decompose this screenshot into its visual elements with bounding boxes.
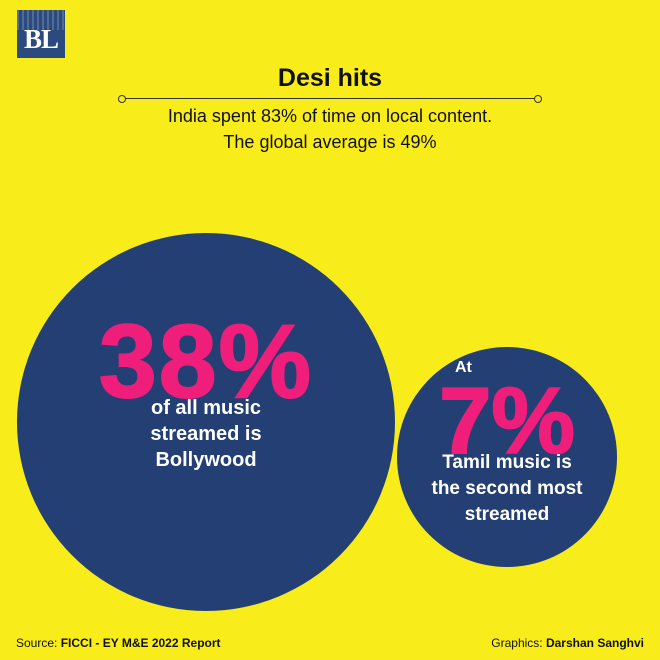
graphics-label: Graphics:: [491, 636, 543, 650]
bollywood-desc-line: of all music: [150, 397, 262, 419]
bollywood-percentage: 38%: [98, 303, 314, 421]
tamil-desc-line: Tamil music is: [442, 452, 572, 473]
tamil-desc-line: streamed: [464, 504, 550, 525]
bollywood-desc-line: Bollywood: [155, 449, 257, 471]
bollywood-bubble: 38% of all music streamed is Bollywood: [17, 233, 395, 611]
graphics-value: Darshan Sanghvi: [545, 636, 644, 650]
tamil-desc-line: the second most: [431, 478, 583, 499]
tamil-percentage: 7%: [438, 367, 576, 474]
logo-pattern: [17, 10, 65, 30]
title-divider: [118, 95, 542, 103]
logo-text: BL: [23, 24, 59, 54]
source-value: FICCI - EY M&E 2022 Report: [60, 636, 221, 650]
bl-logo: BL: [17, 10, 65, 58]
graphics-credit: Graphics: Darshan Sanghvi: [491, 636, 644, 650]
tamil-description: Tamil music is the second most streamed: [397, 450, 617, 528]
bollywood-description: of all music streamed is Bollywood: [17, 395, 395, 473]
source-note: Source: FICCI - EY M&E 2022 Report: [16, 636, 221, 650]
chart-title: Desi hits: [277, 64, 383, 92]
bollywood-desc-line: streamed is: [150, 423, 262, 445]
source-label: Source:: [16, 636, 58, 650]
tamil-prefix: At: [455, 359, 472, 376]
subtitle-line-1: India spent 83% of time on local content…: [167, 106, 493, 126]
subtitle-line-2: The global average is 49%: [223, 132, 437, 152]
tamil-bubble: At 7% Tamil music is the second most str…: [397, 347, 617, 567]
